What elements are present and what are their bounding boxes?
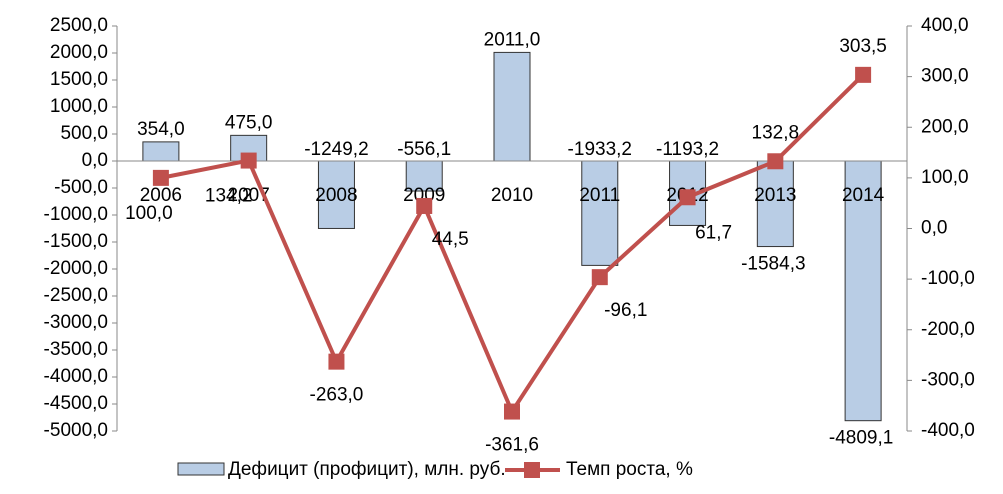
y-tick-label: -3000,0: [44, 312, 108, 333]
bar: [317, 160, 355, 229]
bar-value-label: 475,0: [225, 112, 273, 133]
line-marker: [504, 403, 520, 420]
y-tick-label: 0,0: [82, 150, 108, 171]
x-tick-label: 2011: [579, 185, 620, 206]
y-tick-label: -4000,0: [44, 366, 108, 387]
line-value-label: 132,8: [752, 122, 800, 143]
line-marker: [767, 153, 784, 170]
y2-tick-label: -200,0: [921, 319, 975, 340]
line-value-label: -96,1: [604, 300, 647, 321]
y2-tick-label: -400,0: [921, 420, 975, 441]
y2-tick-label: -100,0: [921, 268, 975, 289]
bar: [581, 160, 619, 266]
bar-value-label: -556,1: [397, 139, 451, 160]
line-value-label: 303,5: [839, 36, 887, 57]
y-tick-label: -500,0: [54, 177, 108, 198]
y-tick-label: -2500,0: [44, 285, 108, 306]
legend-marker: [524, 462, 540, 478]
y-tick-label: -3500,0: [44, 339, 108, 360]
legend-label: Темп роста, %: [566, 459, 693, 480]
line-value-label: -361,6: [485, 435, 539, 456]
legend-swatch: [177, 462, 225, 476]
line-value-label: 134,2: [205, 186, 253, 207]
x-tick-label: 2014: [842, 185, 885, 206]
line-marker: [416, 197, 433, 214]
bar-value-label: 2011,0: [484, 29, 541, 50]
y-tick-label: -1000,0: [44, 204, 108, 225]
line-marker: [855, 66, 872, 83]
y-tick-label: 2000,0: [50, 42, 108, 63]
y2-tick-label: 100,0: [921, 167, 969, 188]
line-marker: [679, 189, 696, 206]
y-tick-label: 2500,0: [50, 15, 108, 36]
line-value-label: -263,0: [310, 385, 364, 406]
bar-value-label: -4809,1: [829, 428, 893, 449]
legend-label: Дефицит (профицит), млн. руб.: [228, 459, 506, 480]
y2-tick-label: 200,0: [921, 116, 969, 137]
y2-tick-label: 300,0: [921, 66, 969, 87]
line-marker: [328, 353, 345, 370]
line-value-label: 61,7: [695, 222, 732, 243]
y2-tick-label: 400,0: [921, 15, 969, 36]
y2-tick-label: -300,0: [921, 369, 975, 390]
bar-value-label: -1249,2: [304, 139, 368, 160]
y-tick-label: -4500,0: [44, 393, 108, 414]
bar-value-label: 354,0: [137, 119, 185, 140]
y-tick-label: 1000,0: [50, 96, 108, 117]
line-marker: [152, 169, 169, 186]
bar-value-label: -1193,2: [656, 139, 719, 160]
y2-tick-label: 0,0: [921, 218, 947, 239]
x-tick-label: 2006: [140, 185, 182, 206]
x-tick-label: 2009: [403, 185, 445, 206]
bar: [844, 160, 882, 422]
y-tick-label: -1500,0: [44, 231, 108, 252]
line-value-label: 44,5: [432, 229, 469, 250]
bar-value-label: -1584,3: [741, 254, 805, 275]
bar-value-label: -1933,2: [568, 139, 632, 160]
x-tick-label: 2013: [754, 185, 796, 206]
bar: [142, 141, 180, 162]
y-tick-label: 1500,0: [50, 69, 108, 90]
x-tick-label: 2008: [315, 185, 357, 206]
y-tick-label: -2000,0: [44, 258, 108, 279]
bar: [756, 160, 794, 248]
line-marker: [240, 152, 257, 169]
line-marker: [591, 269, 608, 286]
bar: [405, 160, 443, 192]
line-value-label: 100,0: [125, 203, 173, 224]
bar: [493, 51, 531, 162]
x-tick-label: 2010: [491, 185, 533, 206]
y-tick-label: 500,0: [60, 123, 108, 144]
x-tick-label: 2007: [228, 185, 270, 206]
y-tick-label: -5000,0: [44, 420, 108, 441]
